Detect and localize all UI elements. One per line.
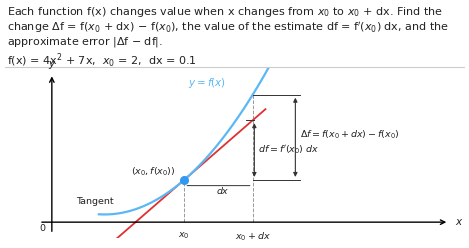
Text: Tangent: Tangent [76, 197, 113, 206]
Text: $x_0 + dx$: $x_0 + dx$ [235, 230, 271, 243]
Text: $df = f'(x_0)\ dx$: $df = f'(x_0)\ dx$ [258, 144, 319, 156]
Text: dx: dx [217, 187, 228, 196]
Text: $y$: $y$ [47, 59, 56, 71]
Text: 0: 0 [39, 224, 45, 233]
Text: $y = f(x)$: $y = f(x)$ [188, 76, 226, 90]
Text: $x$: $x$ [455, 217, 464, 227]
Text: Each function f(x) changes value when x changes from $x_0$ to $x_0$ + dx. Find t: Each function f(x) changes value when x … [7, 5, 443, 19]
Text: $(x_0, f(x_0))$: $(x_0, f(x_0))$ [131, 166, 176, 179]
Text: approximate error $|\Delta$f $-$ df$|$.: approximate error $|\Delta$f $-$ df$|$. [7, 35, 163, 49]
Text: $x_0$: $x_0$ [179, 230, 190, 241]
Text: $\Delta f = f(x_0 + dx) - f(x_0)$: $\Delta f = f(x_0 + dx) - f(x_0)$ [301, 128, 400, 141]
Text: change $\Delta$f = f($x_0$ + dx) $-$ f($x_0$), the value of the estimate df = f$: change $\Delta$f = f($x_0$ + dx) $-$ f($… [7, 20, 449, 35]
Text: f(x) = 4x$^2$ + 7x,  $x_0$ = 2,  dx = 0.1: f(x) = 4x$^2$ + 7x, $x_0$ = 2, dx = 0.1 [7, 52, 197, 70]
